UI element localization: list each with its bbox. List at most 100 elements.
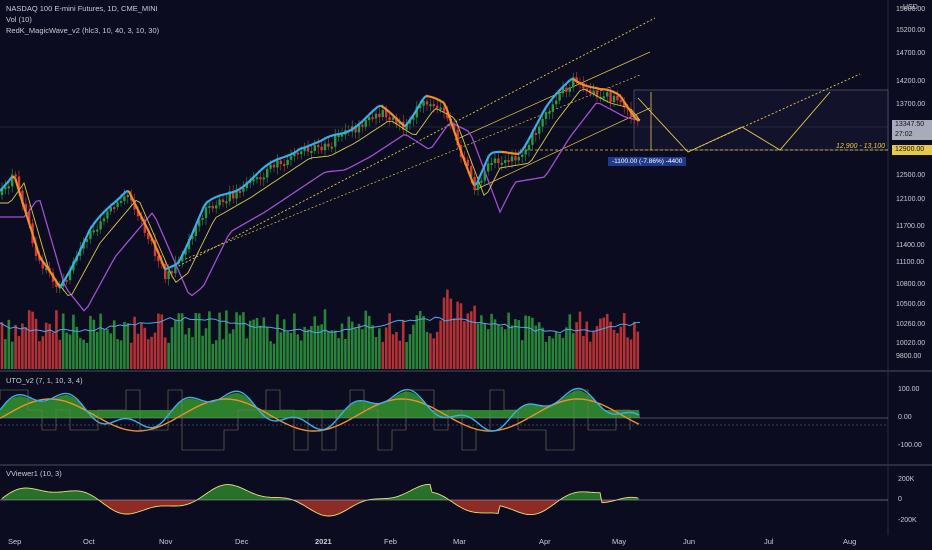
candle: [65, 279, 68, 282]
candle: [184, 249, 187, 255]
volume-bar: [490, 313, 493, 369]
volume-bar: [466, 313, 470, 369]
volume-legend[interactable]: Vol (10): [6, 15, 32, 24]
magicwave-segment: [395, 117, 400, 122]
volume-bar: [153, 332, 157, 369]
currency-label: USD: [903, 4, 918, 11]
volume-bar: [316, 325, 320, 369]
volume-bar: [565, 327, 568, 369]
volume-bar: [439, 320, 442, 369]
vviewer-legend[interactable]: VViewer1 (10, 3): [6, 469, 62, 478]
magicwave-segment: [314, 141, 319, 145]
volume-bar: [82, 339, 85, 369]
price-axis-label: 10260.00: [896, 321, 926, 328]
magicwave-legend[interactable]: RedK_MagicWave_v2 (hlc3, 10, 40, 3, 10, …: [6, 26, 160, 35]
volume-bar: [75, 326, 79, 369]
magicwave-segment: [335, 132, 340, 136]
candle: [99, 221, 102, 230]
candle: [497, 158, 500, 164]
candle: [374, 113, 378, 119]
magicwave-segment: [199, 205, 206, 214]
magicwave-segment: [62, 277, 67, 284]
candle: [521, 154, 524, 157]
magicwave-segment: [457, 144, 464, 155]
candle: [490, 163, 493, 166]
volume-bar: [55, 310, 58, 369]
volume-bar: [150, 336, 153, 369]
magicwave-segment: [190, 226, 197, 235]
time-axis-label: May: [612, 537, 627, 546]
volume-bar: [602, 317, 606, 369]
volume-bar: [384, 327, 388, 369]
volume-bar: [259, 325, 262, 369]
magicwave-segment: [257, 169, 262, 174]
volume-bar: [218, 312, 221, 369]
magicwave-segment: [80, 241, 85, 250]
volume-bar: [112, 320, 116, 369]
candle: [412, 117, 415, 120]
uto-axis-minus100: -100.00: [898, 442, 922, 449]
measure-label: -1100.00 (-7.86%) -4400: [608, 157, 687, 166]
magicwave-segment: [122, 190, 127, 196]
candle: [391, 117, 395, 120]
candle: [517, 156, 520, 161]
magicwave-segment: [448, 118, 455, 128]
magicwave-segment: [557, 88, 562, 93]
magicwave-segment: [284, 154, 289, 158]
price-axis-label: 13700.00: [896, 101, 926, 108]
magicwave-segment: [569, 77, 574, 82]
uto-panel[interactable]: [0, 387, 640, 451]
volume-bar: [381, 341, 385, 369]
magicwave-segment: [473, 182, 478, 187]
candle: [194, 226, 197, 237]
magicwave-segment: [22, 206, 29, 217]
magicwave-segment: [254, 172, 259, 177]
volume-bar: [432, 338, 436, 369]
price-axis-label: 14200.00: [896, 78, 926, 85]
magicwave-segment: [326, 135, 331, 139]
magicwave-segment: [329, 134, 334, 138]
uto-legend[interactable]: UTO_v2 (7, 1, 10, 3, 4): [6, 376, 83, 385]
magicwave-segment: [215, 194, 220, 199]
candle: [541, 118, 544, 127]
volume-bar: [7, 319, 11, 369]
magicwave-segment: [134, 203, 139, 211]
candle: [157, 255, 160, 262]
price-panel[interactable]: [0, 72, 641, 312]
candle: [17, 176, 21, 191]
magicwave-segment: [110, 202, 115, 207]
candle: [548, 111, 551, 114]
volume-bar: [554, 331, 558, 369]
volume-bar: [157, 313, 160, 369]
candle: [310, 151, 313, 154]
candle: [442, 107, 446, 113]
instrument-title[interactable]: NASDAQ 100 E-mini Futures, 1D, CME_MINI: [6, 4, 158, 13]
magicwave-segment: [566, 79, 571, 84]
magicwave-segment: [368, 111, 373, 116]
candle: [514, 156, 517, 161]
volume-bar: [633, 321, 636, 369]
volume-bar: [27, 310, 31, 369]
time-axis-label: Sep: [8, 537, 22, 546]
magicwave-segment: [317, 139, 322, 144]
volume-bar: [289, 332, 293, 369]
candle: [252, 179, 255, 182]
candle: [198, 219, 201, 227]
magicwave-segment: [454, 136, 461, 146]
candle: [544, 112, 548, 119]
magicwave-segment: [59, 281, 64, 288]
support-zone-label: 12,900 - 13,100: [836, 143, 886, 150]
volume-bar: [248, 320, 252, 369]
volume-bar: [4, 339, 7, 369]
volume-bar: [201, 335, 204, 369]
magicwave-segment: [170, 264, 175, 268]
magicwave-segment: [38, 254, 43, 262]
time-axis-label: Jun: [683, 537, 696, 546]
volume-bar: [286, 331, 289, 369]
magicwave-segment: [50, 272, 55, 279]
volume-bar: [347, 316, 351, 369]
vviewer-panel[interactable]: [1, 483, 639, 517]
magicwave-segment: [323, 136, 328, 140]
magicwave-segment: [578, 81, 583, 86]
